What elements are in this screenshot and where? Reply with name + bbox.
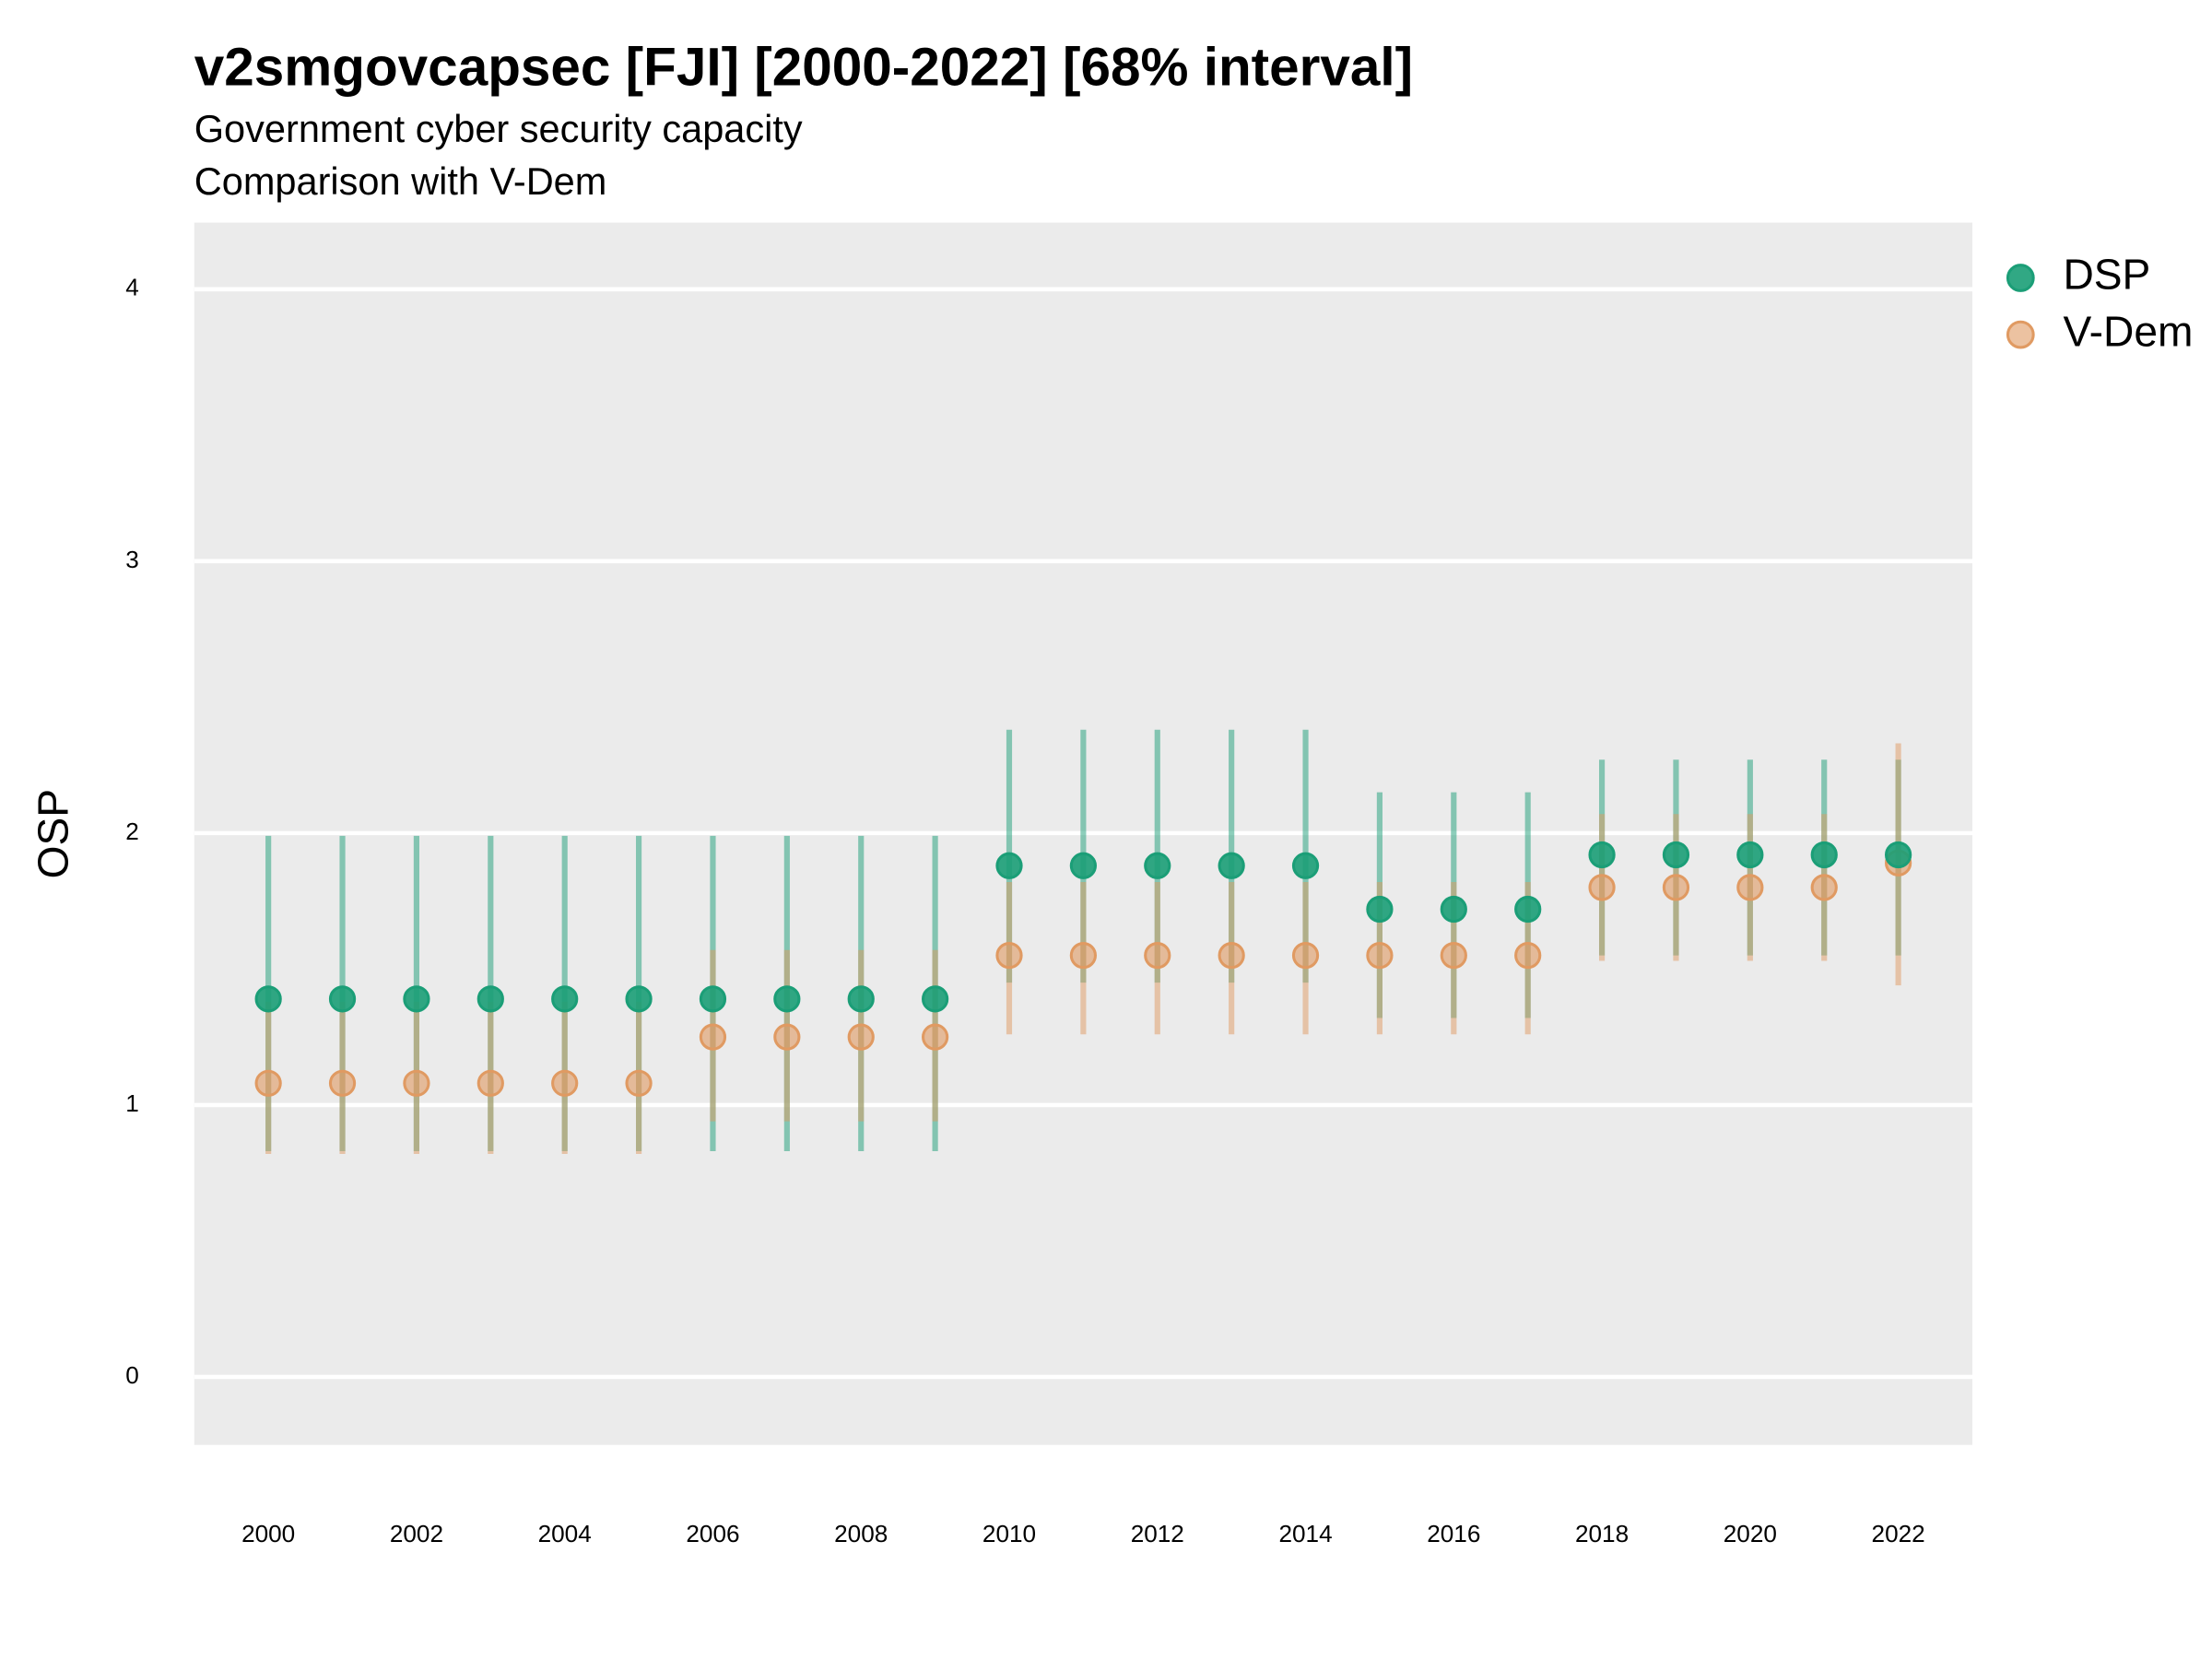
y-tick-label: 0 (125, 1361, 139, 1389)
point (1810, 874, 1838, 901)
x-tick-label: 2018 (1575, 1520, 1629, 1547)
point (1810, 841, 1838, 869)
point (254, 985, 282, 1013)
point (922, 985, 949, 1013)
point (1069, 942, 1097, 970)
point (1291, 942, 1320, 970)
chart-subtitle: Government cyber security capacity (194, 107, 803, 150)
point (551, 1069, 579, 1097)
point (477, 1069, 504, 1097)
point (1514, 895, 1542, 924)
y-tick-label: 4 (125, 274, 139, 301)
point (551, 985, 579, 1013)
legend-marker (2006, 320, 2035, 349)
point (1144, 942, 1171, 970)
point (1514, 942, 1542, 970)
point (1069, 852, 1097, 879)
chart-title: v2smgovcapsec [FJI] [2000-2022] [68% int… (194, 37, 1413, 97)
point (1218, 852, 1245, 879)
x-tick-label: 2014 (1278, 1520, 1332, 1547)
x-tick-label: 2010 (982, 1520, 1036, 1547)
x-tick-label: 2022 (1872, 1520, 1925, 1547)
point (1736, 874, 1764, 901)
point (773, 985, 801, 1013)
point (922, 1023, 949, 1051)
point (1736, 841, 1764, 869)
point (477, 985, 504, 1013)
y-tick-label: 3 (125, 546, 139, 573)
point (995, 852, 1023, 879)
point (1588, 874, 1616, 901)
x-tick-label: 2000 (241, 1520, 295, 1547)
point (995, 942, 1023, 970)
point (699, 985, 727, 1013)
x-tick-label: 2020 (1724, 1520, 1777, 1547)
x-tick-label: 2006 (686, 1520, 739, 1547)
x-tick-label: 2008 (834, 1520, 888, 1547)
point (1291, 852, 1320, 879)
point (625, 1069, 653, 1097)
chart-caption: Comparison with V-Dem (194, 159, 607, 203)
point (1885, 841, 1912, 869)
point (1588, 841, 1616, 869)
point (1440, 942, 1467, 970)
point (1440, 895, 1467, 924)
x-tick-label: 2002 (390, 1520, 443, 1547)
y-tick-label: 1 (125, 1089, 139, 1117)
legend-label: V-Dem (2063, 307, 2193, 355)
point (328, 985, 357, 1013)
point (1366, 942, 1394, 970)
x-tick-label: 2016 (1427, 1520, 1480, 1547)
legend-marker (2006, 264, 2035, 292)
point (1662, 841, 1690, 869)
point (254, 1069, 282, 1097)
point (403, 1069, 430, 1097)
point (1144, 852, 1171, 879)
point (1218, 942, 1245, 970)
legend-label: DSP (2063, 251, 2150, 299)
point (847, 985, 875, 1013)
point (773, 1023, 801, 1051)
point (1366, 895, 1394, 924)
y-tick-label: 2 (125, 818, 139, 845)
point (403, 985, 430, 1013)
point (1662, 874, 1690, 901)
point (699, 1023, 727, 1051)
point (847, 1023, 875, 1051)
y-axis-label: OSP (29, 789, 77, 878)
point (328, 1069, 357, 1097)
x-tick-label: 2012 (1131, 1520, 1184, 1547)
point (625, 985, 653, 1013)
x-tick-label: 2004 (538, 1520, 592, 1547)
